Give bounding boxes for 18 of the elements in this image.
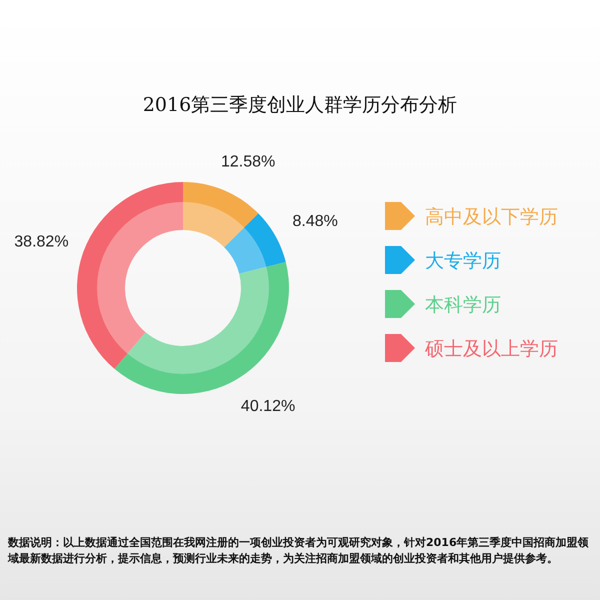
- text: 数据说明：以上数据通过全国范围在我网注册的一项创业投资者为可观研究对象，针对2016年第三季度中国招商加盟领域最新数据进行分析，提示信息，预测行业未来的走势，为关注招商加盟领域的创业投资者和其他用户提供参考。: [8, 535, 590, 567]
- legend-item: 高中及以下学历: [385, 202, 558, 230]
- donut-slice: [183, 182, 258, 248]
- donut-slice: [114, 262, 289, 394]
- legend-item: 大专学历: [385, 246, 501, 274]
- data-label: 12.58%: [221, 154, 276, 171]
- data-label: 8.48%: [292, 213, 338, 230]
- legend-label: 本科学历: [425, 294, 501, 316]
- legend-item: 硕士及以上学历: [385, 334, 558, 362]
- legend-label: 高中及以下学历: [425, 206, 558, 228]
- chart-title: 2016第三季度创业人群学历分布分析: [142, 93, 458, 118]
- data-label: 40.12%: [240, 398, 296, 416]
- donut-slice: [224, 213, 286, 274]
- legend-label: 大专学历: [425, 250, 501, 272]
- data-label: 38.82%: [14, 234, 69, 251]
- legend-item: 本科学历: [385, 290, 501, 318]
- donut-slice: [77, 182, 183, 369]
- legend-label: 硕士及以上学历: [424, 338, 558, 360]
